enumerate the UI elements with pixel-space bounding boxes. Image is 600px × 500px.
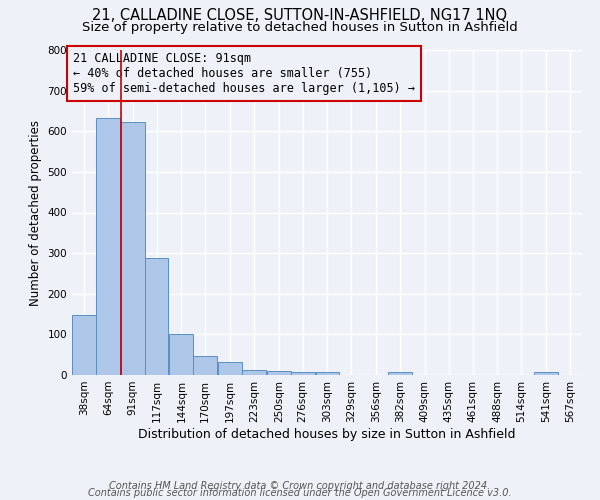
Bar: [316, 372, 340, 375]
Bar: [267, 371, 291, 375]
Bar: [388, 372, 412, 375]
Bar: [72, 315, 96, 375]
Bar: [96, 118, 120, 375]
Bar: [291, 372, 314, 375]
Bar: [169, 334, 193, 375]
Text: Contains public sector information licensed under the Open Government Licence v3: Contains public sector information licen…: [88, 488, 512, 498]
Y-axis label: Number of detached properties: Number of detached properties: [29, 120, 42, 306]
Bar: [534, 372, 558, 375]
Bar: [218, 362, 242, 375]
X-axis label: Distribution of detached houses by size in Sutton in Ashfield: Distribution of detached houses by size …: [138, 428, 516, 440]
Text: 21, CALLADINE CLOSE, SUTTON-IN-ASHFIELD, NG17 1NQ: 21, CALLADINE CLOSE, SUTTON-IN-ASHFIELD,…: [92, 8, 508, 22]
Text: 21 CALLADINE CLOSE: 91sqm
← 40% of detached houses are smaller (755)
59% of semi: 21 CALLADINE CLOSE: 91sqm ← 40% of detac…: [73, 52, 415, 95]
Text: Size of property relative to detached houses in Sutton in Ashfield: Size of property relative to detached ho…: [82, 21, 518, 34]
Bar: [121, 122, 145, 375]
Text: Contains HM Land Registry data © Crown copyright and database right 2024.: Contains HM Land Registry data © Crown c…: [109, 481, 491, 491]
Bar: [242, 370, 266, 375]
Bar: [145, 258, 169, 375]
Bar: [193, 356, 217, 375]
